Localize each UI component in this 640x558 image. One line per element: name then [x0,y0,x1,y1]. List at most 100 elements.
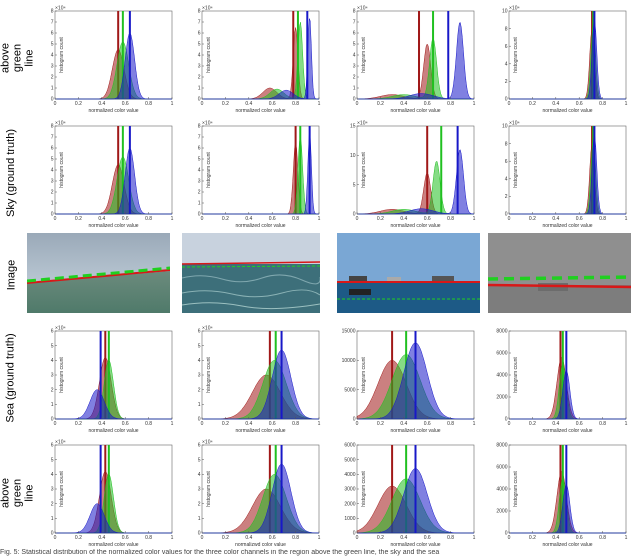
histogram-blue [509,370,626,420]
x-tick-label: 0 [201,216,204,222]
histogram-14: 0 0.2 0.4 0.6 0.8 1 0 1 2 3 4 5 6×10⁴ normalizwd colo… [198,440,321,549]
y-exponent: ×10⁴ [202,6,213,12]
y-tick-label: 3 [198,373,201,379]
x-tick-label: 0 [508,421,511,427]
x-tick-label: 1 [318,216,321,222]
x-axis-label: normalized color value [390,542,440,548]
x-tick-label: 0.6 [122,535,129,541]
y-axis-label: histogram count [361,152,367,188]
x-tick-label: 0.8 [292,421,299,427]
x-tick-label: 0.4 [98,216,105,222]
x-tick-label: 0.4 [400,421,407,427]
x-tick-label: 0.8 [447,535,454,541]
y-axis-label: histogram count [513,152,519,188]
y-tick-label: 0 [353,531,356,537]
x-tick-label: 0.6 [424,101,431,107]
x-tick-label: 0 [356,216,359,222]
x-tick-label: 1 [473,101,476,107]
y-tick-label: 0 [198,212,201,218]
x-tick-label: 0.6 [576,535,583,541]
y-tick-label: 5000 [344,457,355,463]
sea-photo-4 [488,233,631,313]
histogram-blue [509,135,626,215]
y-tick-label: 3 [51,373,54,379]
x-axis-label: normalized color value [88,542,138,548]
y-tick-label: 2 [51,190,54,196]
y-tick-label: 6 [51,146,54,152]
y-tick-label: 0 [51,531,54,537]
x-tick-label: 1 [625,421,628,427]
y-axis-label: histogram count [59,37,65,73]
sea-photo-1 [27,233,170,313]
x-tick-label: 1 [625,101,628,107]
x-axis-label: normalized color value [88,108,138,114]
y-tick-label: 6 [51,329,54,335]
x-tick-label: 1 [318,101,321,107]
histogram-blue [202,133,319,215]
y-tick-label: 3 [51,179,54,185]
plot-area [508,10,627,100]
y-tick-label: 2 [198,75,201,81]
y-tick-label: 2 [51,75,54,81]
y-tick-label: 2 [51,387,54,393]
y-tick-label: 0 [505,531,508,537]
x-tick-label: 0.6 [269,101,276,107]
y-tick-label: 7 [198,135,201,141]
x-tick-label: 0.6 [576,216,583,222]
y-tick-label: 7 [51,135,54,141]
y-axis-label: histogram count [361,37,367,73]
y-tick-label: 10000 [342,358,356,364]
x-tick-label: 1 [318,535,321,541]
x-tick-label: 0 [54,101,57,107]
histogram-6: 0 0.2 0.4 0.6 0.8 1 0 1 2 3 4 5 6 7 8×10⁴ normalized co… [198,121,321,230]
sea-photo-3 [337,233,480,313]
x-tick-label: 0.8 [145,421,152,427]
histogram-blue [55,32,172,100]
x-tick-label: 0.6 [269,421,276,427]
y-tick-label: 1 [198,516,201,522]
x-tick-label: 0 [508,216,511,222]
histogram-13: 0 0.2 0.4 0.6 0.8 1 0 1 2 3 4 5 6×10⁴ normalized colo… [51,440,174,549]
y-tick-label: 10 [502,124,508,130]
x-tick-label: 0.2 [222,101,229,107]
y-axis-label: histogram count [361,471,367,507]
y-tick-label: 3 [198,179,201,185]
y-tick-label: 7 [51,20,54,26]
histogram-blue [509,484,626,534]
y-tick-label: 0 [51,97,54,103]
x-tick-label: 0.4 [552,101,559,107]
y-tick-label: 6 [505,44,508,50]
y-tick-label: 10 [502,9,508,15]
x-tick-label: 0.4 [400,535,407,541]
y-tick-label: 2 [505,79,508,85]
x-tick-label: 0.8 [599,421,606,427]
figure-caption: Fig. 5: Statistical distribution of the … [0,549,440,556]
x-axis-label: normalized color value [390,108,440,114]
y-tick-label: 1 [51,86,54,92]
x-tick-label: 0.8 [292,101,299,107]
x-tick-label: 0.2 [222,535,229,541]
histogram-blue [357,149,475,215]
x-axis-label: normalizwd color value [235,542,286,548]
x-tick-label: 0.4 [552,535,559,541]
y-tick-label: 7 [353,20,356,26]
y-tick-label: 8 [505,26,508,32]
y-tick-label: 8000 [496,443,507,449]
y-tick-label: 0 [353,417,356,423]
y-tick-label: 0 [198,531,201,537]
y-tick-label: 4 [51,53,54,59]
x-tick-label: 0.6 [424,535,431,541]
y-tick-label: 6 [198,146,201,152]
row-label-region-bottom: Region above green line [0,477,36,508]
y-exponent: ×10⁴ [509,6,520,12]
y-tick-label: 6000 [496,465,507,471]
y-axis-label: histogram count [59,471,65,507]
y-tick-label: 6 [198,31,201,37]
y-tick-label: 0 [51,212,54,218]
y-tick-label: 4000 [344,472,355,478]
x-tick-label: 0.4 [245,101,252,107]
y-tick-label: 5 [51,457,54,463]
y-axis-label: histogram count [513,357,519,393]
